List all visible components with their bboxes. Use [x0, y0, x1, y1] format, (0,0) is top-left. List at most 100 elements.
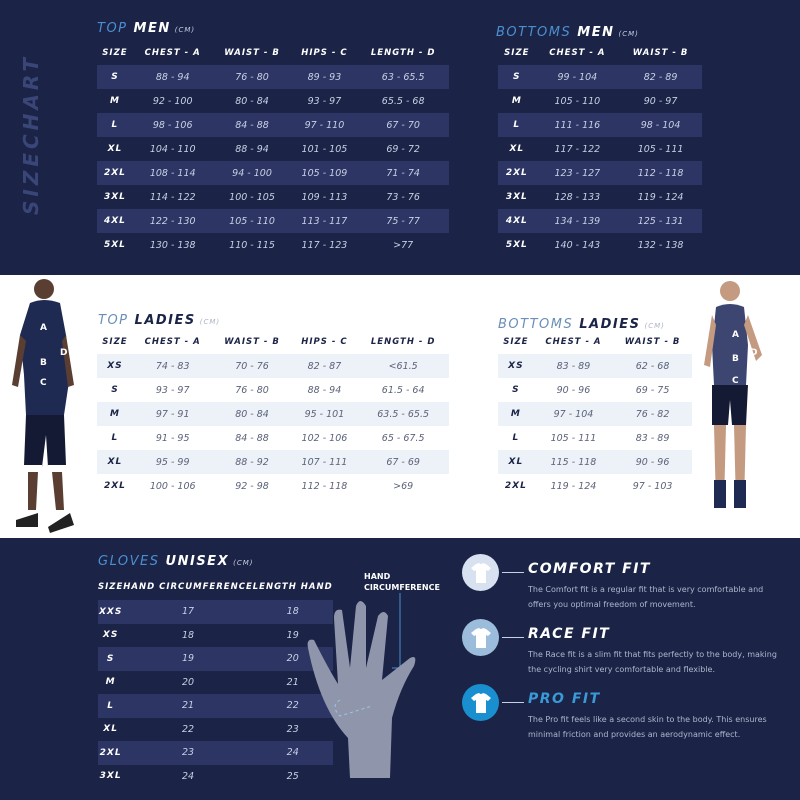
- value-cell: 117 - 123: [301, 239, 348, 251]
- value-cell: 104 - 110: [149, 143, 196, 155]
- value-cell: 117 - 122: [554, 143, 601, 155]
- column-header: SIZE: [102, 337, 128, 348]
- value-cell: 114 - 122: [149, 191, 196, 203]
- table-row: XS 83 - 89 62 - 68: [498, 354, 692, 378]
- value-cell: >77: [393, 239, 414, 251]
- value-cell: 98 - 106: [132, 113, 213, 137]
- size-cell: S: [111, 385, 119, 395]
- value-cell: 97 - 91: [132, 402, 213, 426]
- table-row: XL 95 - 99 88 - 92 107 - 111 67 - 69: [97, 450, 449, 474]
- value-cell: 112 - 118: [619, 161, 702, 185]
- value-cell: 82 - 89: [619, 65, 702, 89]
- letter-d: D: [750, 348, 757, 358]
- value-cell: 95 - 99: [132, 450, 213, 474]
- value-cell: 19: [123, 647, 253, 671]
- value-cell: 73 - 76: [386, 191, 420, 203]
- shirt-icon: [470, 627, 491, 648]
- size-cell: 4XL: [97, 209, 133, 233]
- value-cell: 90 - 96: [613, 450, 692, 474]
- value-cell: 76 - 82: [613, 402, 692, 426]
- table-row: M 97 - 91 80 - 84 95 - 101 63.5 - 65.5: [97, 402, 449, 426]
- value-cell: 24: [252, 741, 333, 765]
- value-cell: 119 - 124: [637, 191, 684, 203]
- column-header: SIZE: [503, 337, 529, 348]
- size-cell: XS: [97, 354, 133, 378]
- letter-d: D: [60, 348, 67, 358]
- table-row: M 20 21: [98, 671, 333, 695]
- column-header: LENGTH - D: [370, 337, 436, 348]
- value-cell: 108 - 114: [132, 161, 213, 185]
- column-header: HAND CIRCUMFERENCE: [123, 582, 253, 593]
- value-cell: 75 - 77: [357, 209, 449, 233]
- value-cell: 22: [181, 723, 195, 735]
- table-row: 4XL 122 - 130 105 - 110 113 - 117 75 - 77: [97, 209, 449, 233]
- value-cell: 25: [286, 770, 299, 782]
- fit-circle: [462, 684, 499, 721]
- size-cell: XXS: [98, 600, 124, 624]
- size-cell: M: [105, 677, 116, 688]
- value-cell: 109 - 113: [301, 191, 348, 203]
- value-cell: 92 - 98: [235, 480, 269, 492]
- table-row: XS 18 19: [98, 624, 333, 648]
- column-header: SIZE: [98, 582, 124, 593]
- value-cell: 23: [286, 723, 299, 735]
- size-cell: 2XL: [103, 481, 126, 491]
- value-cell: <61.5: [357, 354, 449, 378]
- column-header: LENGTH - D: [370, 48, 436, 59]
- value-cell: 63 - 65.5: [357, 65, 449, 89]
- table-row: 5XL 140 - 143 132 - 138: [498, 233, 702, 257]
- value-cell: 82 - 87: [291, 354, 358, 378]
- value-cell: 100 - 105: [229, 191, 275, 203]
- value-cell: 111 - 116: [535, 113, 620, 137]
- column-header: CHEST - A: [549, 48, 606, 59]
- table-row: S 88 - 94 76 - 80 89 - 93 63 - 65.5: [97, 65, 449, 89]
- column-header: WAIST - B: [224, 48, 280, 59]
- table-row: S 99 - 104 82 - 89: [498, 65, 702, 89]
- value-cell: 61.5 - 64: [381, 384, 425, 396]
- shirt-icon: [470, 562, 491, 583]
- value-cell: 94 - 100: [212, 161, 292, 185]
- value-cell: 88 - 94: [132, 65, 213, 89]
- fit-name: RACE FIT: [528, 626, 611, 642]
- bottoms-men-table: SIZE CHEST - A WAIST - B S 99 - 104 82 - 89 M 1…: [498, 43, 702, 257]
- fit-circle: [462, 619, 499, 656]
- table-row: M 92 - 100 80 - 84 93 - 97 65.5 - 68: [97, 89, 449, 113]
- value-cell: 67 - 70: [357, 113, 449, 137]
- header-row: SIZE CHEST - A WAIST - B: [498, 43, 702, 65]
- value-cell: 24: [181, 770, 195, 782]
- column-header: CHEST - A: [545, 337, 602, 348]
- column-header: HIPS - C: [301, 337, 348, 348]
- value-cell: 140 - 143: [554, 239, 601, 251]
- value-cell: 112 - 118: [301, 480, 348, 492]
- table-row: 3XL 24 25: [98, 765, 333, 789]
- table-row: XL 115 - 118 90 - 96: [498, 450, 692, 474]
- column-header: CHEST - A: [144, 337, 201, 348]
- table-row: L 21 22: [98, 694, 333, 718]
- value-cell: 97 - 110: [291, 113, 358, 137]
- hand-illustration: [307, 593, 416, 778]
- value-cell: 115 - 118: [533, 450, 614, 474]
- table-row: 2XL 100 - 106 92 - 98 112 - 118 >69: [97, 474, 449, 498]
- size-cell: 3XL: [505, 192, 528, 202]
- letter-a: A: [732, 330, 739, 340]
- value-cell: 18: [181, 629, 195, 641]
- value-cell: 84 - 88: [212, 113, 292, 137]
- value-cell: 67 - 69: [357, 450, 449, 474]
- shirt-icon: [470, 692, 491, 713]
- value-cell: 71 - 74: [357, 161, 449, 185]
- bottoms-ladies-table: SIZE CHEST - A WAIST - B XS 83 - 89 62 - 68 S 9…: [498, 332, 692, 498]
- table-row: XXS 17 18: [98, 600, 333, 624]
- value-cell: 69 - 75: [635, 384, 670, 396]
- value-cell: 100 - 106: [149, 480, 196, 492]
- value-cell: 113 - 117: [291, 209, 358, 233]
- gloves-table: SIZE HAND CIRCUMFERENCE LENGTH HAND XXS 17 18…: [98, 576, 333, 788]
- value-cell: 99 - 104: [535, 65, 620, 89]
- female-model-figure: A B C D: [704, 281, 762, 508]
- value-cell: 23: [123, 741, 253, 765]
- value-cell: 88 - 94: [235, 143, 269, 155]
- size-cell: L: [98, 694, 124, 718]
- value-cell: 80 - 84: [235, 95, 269, 107]
- size-cell: M: [498, 402, 534, 426]
- hand-circumference-label: HAND CIRCUMFERENCE: [364, 572, 440, 592]
- value-cell: 65.5 - 68: [381, 95, 425, 107]
